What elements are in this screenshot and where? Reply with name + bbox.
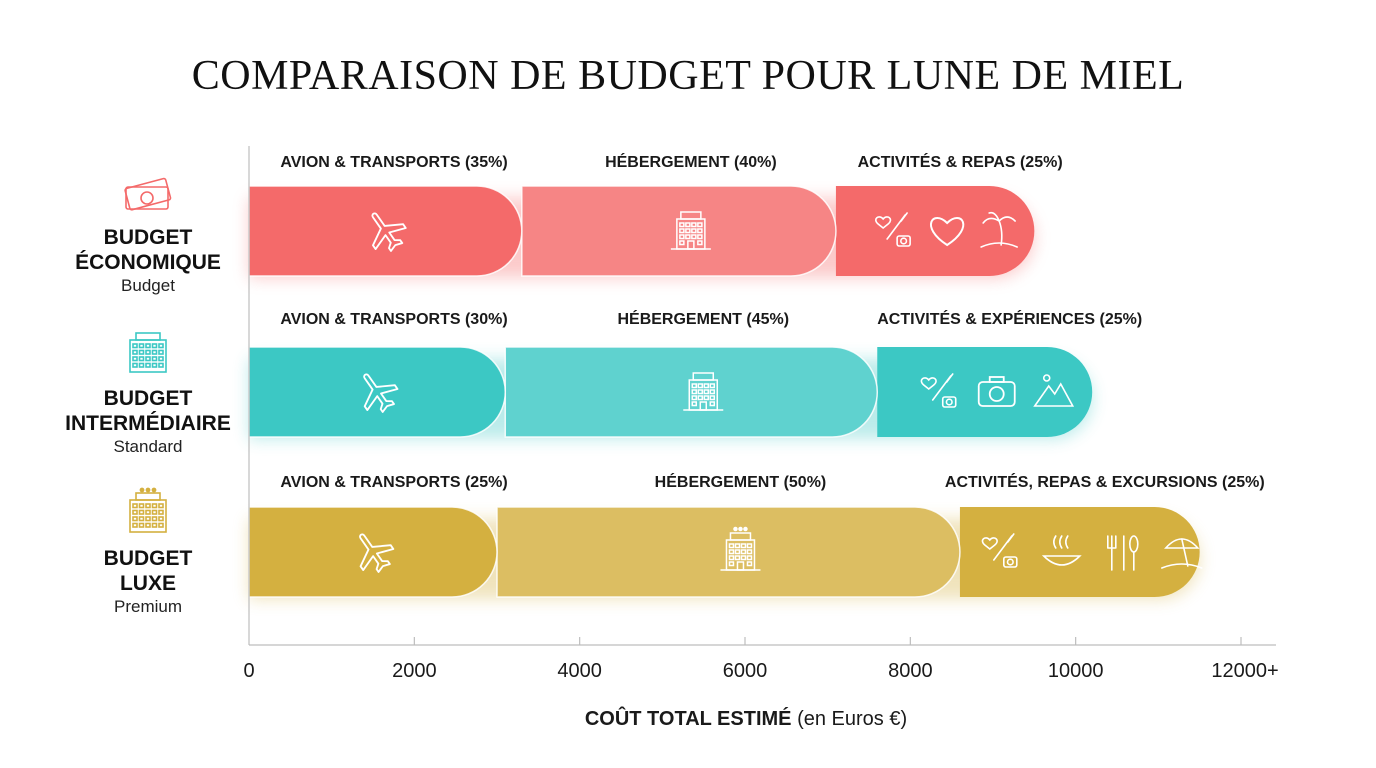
segment-icon-1-2: [920, 373, 1075, 408]
bar-segment-2-0: [248, 506, 498, 598]
hotel-icon: [48, 327, 248, 382]
segment-label-2-0: AVION & TRANSPORTS (25%): [280, 474, 508, 491]
segment-label-1-1: HÉBERGEMENT (45%): [617, 311, 790, 328]
row-label-0: BUDGET ÉCONOMIQUE Budget: [48, 166, 248, 297]
bar-segment-1-1: [504, 346, 879, 438]
segment-icon-2-2: [981, 533, 1203, 571]
luxury-hotel-icon: [48, 487, 248, 542]
chart-title: COMPARAISON DE BUDGET POUR LUNE DE MIEL: [191, 53, 1185, 99]
segment-icon-2-0: [359, 533, 395, 573]
x-axis-label-main: COÛT TOTAL ESTIMÉ: [584, 708, 792, 730]
segment-icon-0-0: [371, 212, 407, 252]
row-subtitle-0: Budget: [121, 276, 175, 295]
row-title-line-1-1: INTERMÉDIAIRE: [65, 412, 231, 435]
segment-icon-1-0: [363, 373, 399, 413]
x-tick-label-1: 2000: [392, 660, 437, 682]
bar-segment-2-1: [496, 506, 961, 598]
segment-label-0-2: ACTIVITÉS & REPAS (25%): [857, 154, 1063, 171]
money-icon: [48, 166, 248, 221]
row-label-2: BUDGET LUXE Premium: [48, 487, 248, 618]
x-axis-label-unit: (en Euros €): [797, 708, 908, 730]
bar-segment-0-1: [521, 185, 837, 277]
bar-segment-0-2: [835, 186, 1035, 276]
segment-label-2-2: ACTIVITÉS, REPAS & EXCURSIONS (25%): [944, 474, 1265, 491]
x-tick-label-2: 4000: [557, 660, 602, 682]
x-tick-label-3: 6000: [722, 660, 768, 682]
x-tick-label-6: 12000+: [1211, 660, 1279, 682]
x-tick-label-0: 0: [243, 660, 255, 682]
segment-icon-0-2: [875, 211, 1018, 248]
segment-label-1-2: ACTIVITÉS & EXPÉRIENCES (25%): [877, 311, 1143, 328]
bar-segment-1-2: [877, 347, 1093, 437]
row-title-line-2-0: BUDGET: [103, 547, 193, 570]
segment-label-0-1: HÉBERGEMENT (40%): [605, 154, 777, 171]
segment-label-1-0: AVION & TRANSPORTS (30%): [280, 311, 508, 328]
segment-icon-1-1: [683, 372, 724, 411]
row-title-line-0-0: BUDGET: [103, 226, 193, 249]
x-tick-label-5: 10000: [1047, 660, 1104, 682]
row-title-line-0-1: ÉCONOMIQUE: [75, 251, 221, 274]
row-label-1: BUDGET INTERMÉDIAIRE Standard: [48, 327, 248, 458]
bar-segment-2-2: [959, 507, 1200, 597]
row-title-line-1-0: BUDGET: [103, 387, 193, 410]
row-subtitle-1: Standard: [113, 437, 183, 456]
segment-label-2-1: HÉBERGEMENT (50%): [654, 474, 827, 491]
row-subtitle-2: Premium: [113, 597, 182, 616]
x-axis-label: COÛT TOTAL ESTIMÉ (en Euros €): [0, 708, 1376, 731]
segment-icon-2-1: [720, 526, 761, 571]
segment-icon-0-1: [670, 211, 711, 250]
bar-segment-1-0: [248, 346, 507, 438]
x-tick-label-4: 8000: [888, 660, 933, 682]
bar-segment-0-0: [248, 185, 523, 277]
row-title-line-2-1: LUXE: [119, 572, 176, 595]
segment-label-0-0: AVION & TRANSPORTS (35%): [280, 154, 508, 171]
